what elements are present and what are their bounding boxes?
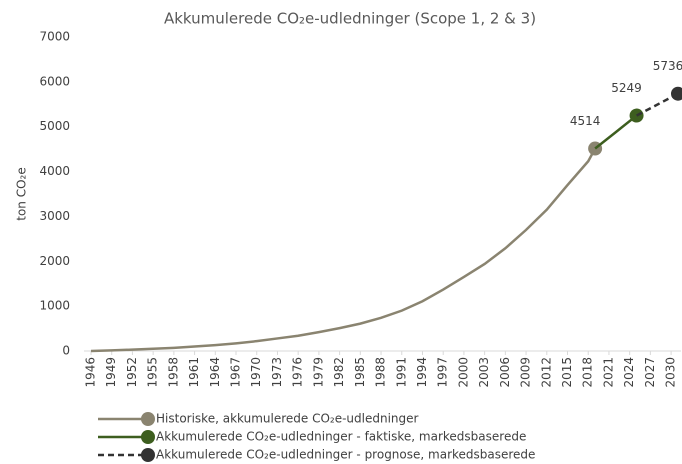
series-line	[90, 147, 597, 353]
y-tick-label: 5000	[39, 119, 70, 133]
y-tick-label: 4000	[39, 164, 70, 178]
x-tick-label: 2006	[498, 357, 512, 388]
x-tick-label: 2030	[664, 357, 678, 388]
x-tick-label: 1982	[332, 357, 346, 388]
x-tick-label: 2021	[601, 357, 615, 388]
x-tick-label: 2024	[622, 357, 636, 388]
x-tick-label: 1979	[311, 357, 325, 388]
data-label: 4514	[570, 114, 601, 128]
x-tick-label: 2009	[519, 357, 533, 388]
data-label: 5736	[653, 59, 682, 73]
x-tick-label: 2000	[456, 357, 470, 388]
y-tick-label: 7000	[39, 30, 70, 44]
y-axis-label: ton CO₂e	[15, 167, 29, 220]
y-tick-label: 3000	[39, 209, 70, 223]
legend-marker	[141, 412, 155, 426]
x-tick-label: 1994	[415, 357, 429, 388]
x-tick-label: 2018	[581, 357, 595, 388]
data-label: 5249	[611, 81, 642, 95]
x-tick-label: 1991	[394, 357, 408, 388]
x-tick-label: 1961	[187, 357, 201, 388]
x-tick-label: 1985	[353, 357, 367, 388]
x-tick-label: 2015	[560, 357, 574, 388]
x-tick-label: 2027	[643, 357, 657, 388]
x-tick-label: 2003	[477, 357, 491, 388]
legend-label: Akkumulerede CO₂e-udledninger - prognose…	[156, 448, 535, 462]
x-tick-label: 1997	[436, 357, 450, 388]
legend-label: Historiske, akkumulerede CO₂e-udledninge…	[156, 412, 419, 426]
x-tick-label: 1967	[229, 357, 243, 388]
legend-marker	[141, 448, 155, 462]
x-tick-label: 1964	[208, 357, 222, 388]
x-tick-label: 1952	[125, 357, 139, 388]
x-tick-label: 1958	[166, 357, 180, 388]
x-tick-label: 1976	[291, 357, 305, 388]
end-marker	[671, 86, 682, 101]
legend-label: Akkumulerede CO₂e-udledninger - faktiske…	[156, 430, 526, 444]
series-line	[635, 92, 679, 117]
x-tick-label: 1949	[104, 357, 118, 388]
y-tick-label: 2000	[39, 254, 70, 268]
x-tick-label: 1946	[84, 357, 98, 388]
x-tick-label: 1988	[374, 357, 388, 388]
y-tick-label: 1000	[39, 299, 70, 313]
x-tick-label: 1973	[270, 357, 284, 388]
y-tick-label: 0	[62, 344, 70, 358]
series-line	[594, 114, 638, 150]
x-tick-label: 1970	[249, 357, 263, 388]
x-tick-label: 1955	[146, 357, 160, 388]
legend-marker	[141, 430, 155, 444]
y-tick-label: 6000	[39, 74, 70, 88]
x-tick-label: 2012	[539, 357, 553, 388]
chart-title: Akkumulerede CO₂e-udledninger (Scope 1, …	[164, 10, 536, 28]
